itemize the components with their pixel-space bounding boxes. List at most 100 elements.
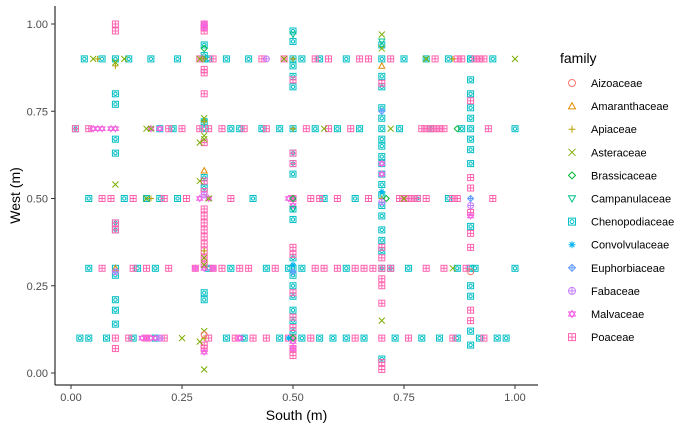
legend-label: Apiaceae xyxy=(591,124,637,136)
data-point xyxy=(111,100,119,108)
data-point xyxy=(285,264,293,272)
data-point xyxy=(249,195,257,202)
data-point xyxy=(378,275,386,283)
data-point xyxy=(262,264,270,272)
data-point xyxy=(378,236,386,244)
data-point xyxy=(138,334,146,343)
data-point xyxy=(271,264,279,272)
data-point xyxy=(289,215,297,223)
y-axis-title: West (m) xyxy=(7,167,23,224)
data-point xyxy=(302,125,310,133)
axes xyxy=(54,6,538,386)
data-point xyxy=(129,264,137,272)
data-point xyxy=(453,264,461,272)
data-point xyxy=(165,264,173,272)
data-point xyxy=(378,282,386,290)
data-point xyxy=(240,125,248,133)
data-point xyxy=(200,23,209,32)
data-point xyxy=(378,142,386,150)
data-point xyxy=(467,114,475,122)
data-point xyxy=(440,125,448,133)
data-point xyxy=(511,55,519,63)
legend: family Aizoaceae Amaranthaceae Apiaceae Ast… xyxy=(560,50,674,344)
data-point xyxy=(178,334,186,342)
data-point xyxy=(453,124,461,133)
data-point xyxy=(458,55,466,63)
legend-label: Aizoaceae xyxy=(591,78,642,90)
data-point xyxy=(449,55,456,62)
series-campanulaceae xyxy=(289,31,386,213)
data-point xyxy=(200,348,209,357)
data-point xyxy=(356,55,364,63)
x-tick-label: 0.75 xyxy=(393,392,414,404)
data-point xyxy=(311,264,319,272)
data-point xyxy=(200,205,208,213)
legend-label: Chenopodiaceae xyxy=(591,217,674,229)
data-point xyxy=(218,264,226,272)
data-point xyxy=(142,264,150,272)
data-point xyxy=(329,334,337,342)
data-point xyxy=(422,55,430,63)
data-point xyxy=(289,160,297,168)
data-point xyxy=(289,250,297,258)
data-point xyxy=(387,125,395,133)
data-point xyxy=(347,125,355,133)
data-point xyxy=(307,195,315,202)
data-point xyxy=(290,125,296,132)
legend-label: Asteraceae xyxy=(591,147,647,159)
data-point xyxy=(467,317,475,325)
data-point xyxy=(120,55,128,63)
data-point xyxy=(467,104,475,112)
data-point xyxy=(200,233,208,241)
data-point xyxy=(200,261,208,269)
data-point xyxy=(262,125,270,133)
data-point xyxy=(111,149,119,157)
data-point xyxy=(218,125,226,133)
data-point xyxy=(85,195,93,202)
data-point xyxy=(111,27,119,35)
data-point xyxy=(200,44,208,53)
data-point xyxy=(200,240,208,248)
data-point xyxy=(378,334,386,342)
data-point xyxy=(236,264,244,272)
data-point xyxy=(156,334,164,342)
legend-label: Campanulaceae xyxy=(591,194,671,206)
data-point xyxy=(289,149,297,157)
legend-item: Euphorbiaceae xyxy=(567,263,665,275)
data-point xyxy=(378,135,386,143)
data-point xyxy=(511,125,519,133)
data-point xyxy=(462,264,470,272)
data-point xyxy=(209,55,217,63)
data-point xyxy=(151,264,159,272)
legend-item: Chenopodiaceae xyxy=(568,217,674,229)
data-point xyxy=(201,55,208,62)
series-brassicaceae xyxy=(200,44,461,342)
data-point xyxy=(196,55,204,63)
data-point xyxy=(262,55,270,63)
data-point xyxy=(377,61,386,69)
data-point xyxy=(311,55,319,63)
data-point xyxy=(200,132,208,140)
data-point xyxy=(316,334,324,342)
legend-label: Brassicaceae xyxy=(591,170,657,182)
data-point xyxy=(431,55,439,63)
data-point xyxy=(436,334,444,342)
data-point xyxy=(160,195,168,202)
data-point xyxy=(174,55,182,63)
data-point xyxy=(289,313,297,321)
data-point xyxy=(418,334,426,342)
data-point xyxy=(351,264,359,272)
data-point xyxy=(325,55,333,63)
data-point xyxy=(200,90,208,98)
data-point xyxy=(289,282,297,290)
data-point xyxy=(196,139,204,147)
data-point xyxy=(111,226,119,234)
data-point xyxy=(227,195,235,202)
data-point xyxy=(467,146,475,154)
data-point xyxy=(467,76,475,84)
data-point xyxy=(125,334,133,342)
legend-label: Malvaceae xyxy=(591,309,644,321)
data-point xyxy=(333,264,341,272)
data-point xyxy=(467,229,475,237)
